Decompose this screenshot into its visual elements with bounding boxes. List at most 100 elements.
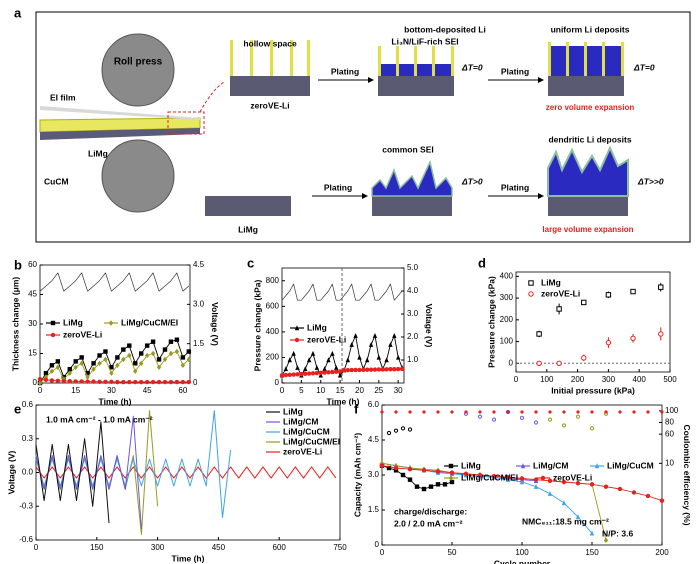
marker	[91, 361, 96, 366]
y-tick-label: 200	[500, 315, 514, 324]
x-tick-label: 30	[394, 386, 403, 395]
marker	[287, 372, 292, 378]
marker	[43, 370, 49, 376]
marker	[174, 348, 180, 355]
y-tick-label: 0.3	[22, 434, 34, 443]
marker	[55, 359, 61, 364]
marker	[109, 370, 114, 376]
x-tick-label: 0	[514, 375, 519, 384]
marker	[520, 410, 524, 414]
marker	[536, 360, 542, 367]
marker	[55, 378, 61, 384]
marker	[618, 410, 622, 414]
legend-label: LiMg/CuCM/EI	[121, 317, 178, 327]
marker	[408, 410, 412, 414]
marker	[283, 372, 289, 378]
legend-label: zeroVE-Li	[541, 288, 580, 298]
marker	[422, 410, 426, 414]
x-tick-label: 100	[515, 548, 529, 557]
label: EI film	[50, 92, 76, 102]
marker	[357, 367, 362, 373]
y2-axis-label: Coulombic efficiency (%)	[682, 424, 692, 525]
legend-label: LiMg	[63, 317, 83, 327]
y-tick-label: 0	[375, 540, 380, 549]
marker	[575, 480, 581, 486]
zoom-box	[167, 111, 205, 135]
marker	[326, 370, 331, 375]
y-axis-label: Pressure change (kPa)	[486, 276, 496, 368]
marker	[540, 475, 546, 481]
marker	[528, 291, 534, 297]
x-axis-label: Initial pressure (kPa)	[551, 385, 635, 395]
marker	[603, 537, 609, 544]
marker	[361, 367, 366, 373]
panel-letter: e	[14, 401, 21, 416]
legend-label: zeroVE-Li	[283, 446, 322, 456]
x-tick-label: 200	[655, 548, 669, 557]
marker	[386, 465, 392, 471]
marker	[330, 350, 335, 356]
marker	[421, 468, 427, 473]
marker	[337, 369, 343, 374]
arrow-head	[362, 193, 368, 199]
label: bottom-deposited Li	[404, 24, 486, 34]
label: Plating	[501, 182, 529, 192]
y-tick-label: 400	[266, 327, 280, 336]
label: zero volume expansion	[546, 103, 635, 112]
marker	[379, 463, 385, 468]
y2-tick-label: 1.5	[193, 339, 205, 348]
legend-label: zeroVE-Li	[63, 329, 102, 339]
marker	[127, 352, 132, 359]
marker	[581, 355, 587, 361]
x-tick-label: 0	[38, 386, 43, 395]
marker	[294, 337, 300, 343]
marker	[85, 370, 90, 376]
legend-label: LiMg/CM	[283, 416, 318, 426]
marker	[561, 479, 567, 485]
marker	[658, 331, 664, 337]
marker	[448, 463, 454, 469]
marker	[162, 379, 168, 385]
marker	[337, 372, 343, 378]
marker	[109, 365, 114, 370]
marker	[533, 420, 539, 425]
marker	[581, 299, 587, 306]
marker	[477, 472, 483, 478]
marker	[303, 371, 308, 376]
y2-tick-label: 80	[665, 418, 674, 427]
marker	[73, 359, 78, 364]
arrow-head	[538, 193, 544, 199]
x-tick-label: 25	[374, 386, 383, 395]
limg-base	[378, 76, 454, 96]
marker	[349, 367, 354, 373]
marker	[294, 325, 300, 331]
marker	[384, 357, 389, 363]
marker	[589, 482, 595, 487]
marker	[365, 357, 370, 363]
y-axis-label: Voltage (V)	[6, 450, 16, 494]
voltage-line	[281, 283, 403, 301]
marker	[174, 379, 180, 385]
x-tick-label: 100	[540, 375, 554, 384]
marker	[448, 475, 454, 481]
y-tick-label: 600	[266, 301, 280, 310]
legend-label: LiMg	[307, 322, 327, 332]
marker	[604, 410, 608, 414]
marker	[50, 332, 56, 338]
label: dendritic Li deposits	[548, 134, 631, 144]
marker	[520, 463, 526, 469]
legend-label: LiMg/CM	[533, 460, 568, 470]
y-axis-label: Pressure change (kPa)	[252, 280, 262, 372]
marker	[121, 379, 126, 385]
y2-tick-label: 4.0	[407, 286, 419, 295]
marker	[341, 368, 347, 373]
limg-block	[548, 196, 628, 216]
marker	[322, 366, 327, 372]
marker	[392, 333, 397, 338]
y-tick-label: 100	[500, 337, 514, 346]
marker	[306, 357, 312, 363]
marker	[386, 430, 392, 436]
limg-block	[205, 196, 291, 216]
marker	[449, 479, 455, 485]
marker	[536, 331, 542, 337]
